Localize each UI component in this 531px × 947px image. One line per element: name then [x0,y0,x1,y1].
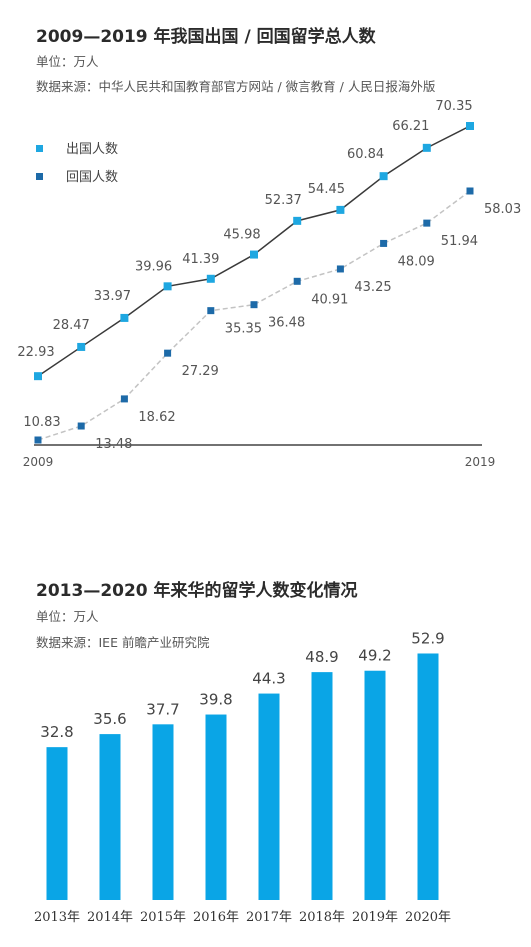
data-point-returning [336,265,344,273]
x-tick-label: 2013年 [34,910,80,925]
data-point-returning [250,301,258,309]
bar-value-label: 39.8 [199,691,232,709]
x-tick-label: 2009 [23,455,54,469]
data-point-outbound [163,282,172,291]
data-label-outbound: 39.96 [135,259,172,274]
chart2-source: 数据来源：IEE 前瞻产业研究院 [36,635,210,650]
data-point-returning [423,219,431,227]
bar [364,670,386,900]
bar-value-label: 37.7 [146,700,179,718]
bar [311,672,333,900]
data-label-returning: 13.48 [95,437,132,452]
data-point-outbound [77,342,86,351]
chart2-title: 2013—2020 年来华的留学人数变化情况 [36,581,358,601]
bar-value-label: 48.9 [305,648,338,666]
data-point-outbound [379,172,388,181]
legend-swatch-outbound [36,145,43,152]
data-label-outbound: 66.21 [392,119,429,134]
data-point-outbound [293,216,302,225]
x-tick-label: 2019年 [352,910,398,925]
x-tick-label: 2018年 [299,910,345,925]
bar [46,747,68,900]
legend-swatch-returning [36,173,43,180]
data-point-returning [466,187,474,195]
data-label-outbound: 28.47 [53,318,90,333]
data-label-returning: 27.29 [182,364,219,379]
data-label-outbound: 54.45 [308,182,345,197]
data-label-returning: 43.25 [354,280,391,295]
bar-value-label: 52.9 [411,629,444,647]
bar-value-label: 49.2 [358,647,391,665]
x-tick-label: 2015年 [140,910,186,925]
data-label-outbound: 70.35 [435,99,472,114]
x-tick-label: 2017年 [246,910,292,925]
data-point-returning [164,349,172,357]
x-tick-label: 2014年 [87,910,133,925]
bar [417,653,439,900]
bar [99,734,121,900]
chart1-title: 2009—2019 年我国出国 / 回国留学总人数 [36,27,376,47]
data-label-outbound: 22.93 [17,345,54,360]
data-label-outbound: 45.98 [223,228,260,243]
legend-label-outbound: 出国人数 [66,142,118,157]
data-point-returning [207,307,215,315]
bar-value-label: 35.6 [93,710,126,728]
data-label-returning: 48.09 [398,254,435,269]
data-label-returning: 18.62 [138,410,175,425]
legend-label-returning: 回国人数 [66,170,118,185]
bar [152,724,174,900]
data-label-outbound: 60.84 [347,147,384,162]
data-point-returning [77,422,85,430]
chart2-unit: 单位：万人 [36,609,99,624]
data-label-outbound: 41.39 [182,252,219,267]
chart1-unit: 单位：万人 [36,54,99,69]
data-point-outbound [422,143,431,152]
data-label-returning: 35.35 [225,322,262,337]
x-tick-label: 2020年 [405,910,451,925]
data-point-returning [34,436,42,444]
x-tick-label: 2016年 [193,910,239,925]
data-point-outbound [336,205,345,214]
data-point-outbound [120,313,129,322]
line-chart: 2009 2019 22.93 28.47 33.97 39.96 41.39 45.98 52… [17,99,521,469]
data-point-returning [380,239,388,247]
bar [258,693,280,900]
data-label-returning: 10.83 [23,415,60,430]
data-point-outbound [466,122,474,130]
data-label-outbound: 33.97 [94,289,131,304]
x-tick-label: 2019 [465,455,496,469]
data-label-returning: 58.03 [484,202,521,217]
data-label-returning: 51.94 [441,234,478,249]
data-label-returning: 40.91 [311,292,348,307]
bar-value-label: 32.8 [40,723,73,741]
data-label-outbound: 52.37 [265,193,302,208]
data-point-returning [293,277,301,285]
data-point-outbound [206,274,215,283]
data-point-outbound [250,250,258,259]
chart1-source: 数据来源：中华人民共和国教育部官方网站 / 微言教育 / 人民日报海外版 [36,79,436,94]
data-point-outbound [34,372,42,381]
bar [205,714,227,900]
data-label-returning: 36.48 [268,316,305,331]
bar-value-label: 44.3 [252,670,285,688]
data-point-returning [120,395,128,403]
